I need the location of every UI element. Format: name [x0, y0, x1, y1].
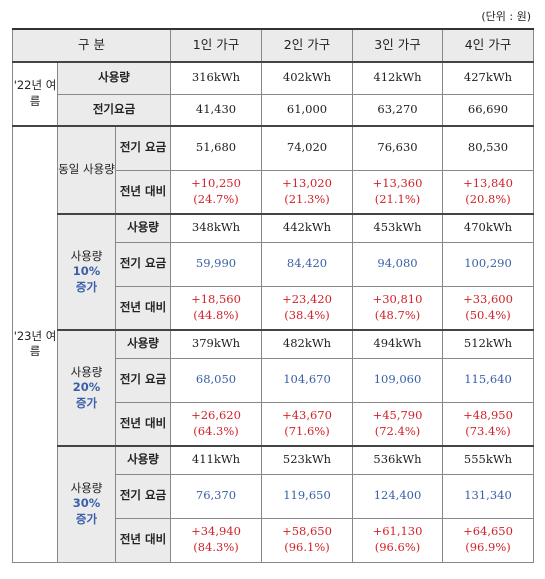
- inc30-diff-label: 전년 대비: [115, 517, 171, 563]
- inc20-usage-label: 사용량: [115, 329, 171, 359]
- inc30-diff-3: +61,130 (96.6%): [352, 517, 443, 563]
- inc10-bill-4: 100,290: [442, 241, 534, 287]
- same-bill-4: 80,530: [442, 125, 534, 171]
- inc30-bill-3: 124,400: [352, 473, 443, 519]
- same-diff-3: +13,360 (21.1%): [352, 169, 443, 215]
- same-bill-2: 74,020: [261, 125, 353, 171]
- y22-usage-4: 427kWh: [442, 61, 534, 95]
- y22-bill-2: 61,000: [261, 93, 353, 127]
- y22-year-label: '22년 여름: [12, 61, 58, 127]
- inc30-usage-label: 사용량: [115, 445, 171, 475]
- inc10-usage-1: 348kWh: [170, 213, 262, 243]
- same-diff-label: 전년 대비: [115, 169, 171, 215]
- header-4person: 4인 가구: [442, 28, 534, 63]
- inc30-group-label: 사용량 30% 증가: [57, 445, 116, 563]
- inc20-diff-1: +26,620 (64.3%): [170, 401, 262, 447]
- inc10-usage-2: 442kWh: [261, 213, 353, 243]
- header-category: 구 분: [12, 28, 171, 63]
- inc20-diff-4: +48,950 (73.4%): [442, 401, 534, 447]
- y22-usage-3: 412kWh: [352, 61, 443, 95]
- y22-bill-row: 전기요금 41,430 61,000 63,270 66,690: [13, 93, 534, 127]
- inc20-bill-3: 109,060: [352, 357, 443, 403]
- same-group-label: 동일 사용량: [57, 125, 116, 215]
- same-diff-1: +10,250 (24.7%): [170, 169, 262, 215]
- header-3person: 3인 가구: [352, 28, 443, 63]
- inc30-bill-4: 131,340: [442, 473, 534, 519]
- inc20-bill-label: 전기 요금: [115, 357, 171, 403]
- inc10-bill-3: 94,080: [352, 241, 443, 287]
- inc10-diff-1: +18,560 (44.8%): [170, 285, 262, 331]
- inc30-bill-label: 전기 요금: [115, 473, 171, 519]
- inc10-group-label: 사용량 10% 증가: [57, 213, 116, 331]
- same-bill-1: 51,680: [170, 125, 262, 171]
- inc10-diff-label: 전년 대비: [115, 285, 171, 331]
- same-bill-3: 76,630: [352, 125, 443, 171]
- y22-bill-3: 63,270: [352, 93, 443, 127]
- y22-bill-4: 66,690: [442, 93, 534, 127]
- inc30-diff-row: 전년 대비 +34,940 (84.3%) +58,650 (96.1%) +61,…: [13, 517, 534, 563]
- same-diff-4: +13,840 (20.8%): [442, 169, 534, 215]
- inc20-bill-2: 104,670: [261, 357, 353, 403]
- y22-bill-1: 41,430: [170, 93, 262, 127]
- same-diff-row: 전년 대비 +10,250 (24.7%) +13,020 (21.3%) +13,…: [13, 169, 534, 215]
- same-bill-label: 전기 요금: [115, 125, 171, 171]
- y22-usage-1: 316kWh: [170, 61, 262, 95]
- inc30-usage-4: 555kWh: [442, 445, 534, 475]
- inc30-usage-2: 523kWh: [261, 445, 353, 475]
- inc20-usage-2: 482kWh: [261, 329, 353, 359]
- same-diff-2: +13,020 (21.3%): [261, 169, 353, 215]
- unit-label: (단위 : 원): [481, 10, 531, 23]
- inc10-diff-3: +30,810 (48.7%): [352, 285, 443, 331]
- inc20-group-label: 사용량 20% 증가: [57, 329, 116, 447]
- inc10-usage-3: 453kWh: [352, 213, 443, 243]
- inc30-bill-row: 전기 요금 76,370 119,650 124,400 131,340: [13, 473, 534, 519]
- same-bill-row: '23년 여름 동일 사용량 전기 요금 51,680 74,020 76,63…: [12, 125, 534, 563]
- header-row: 구 분 1인 가구 2인 가구 3인 가구 4인 가구: [12, 28, 534, 63]
- inc20-bill-1: 68,050: [170, 357, 262, 403]
- inc10-diff-4: +33,600 (50.4%): [442, 285, 534, 331]
- y22-usage-2: 402kWh: [261, 61, 353, 95]
- y22-bill-label: 전기요금: [57, 93, 171, 127]
- inc30-diff-2: +58,650 (96.1%): [261, 517, 353, 563]
- header-1person: 1인 가구: [170, 28, 262, 63]
- inc10-diff-2: +23,420 (38.4%): [261, 285, 353, 331]
- inc20-bill-row: 전기 요금 68,050 104,670 109,060 115,640: [13, 357, 534, 403]
- electricity-bill-table: 구 분 1인 가구 2인 가구 3인 가구 4인 가구 '22년 여름 사용량 …: [12, 28, 534, 563]
- inc30-usage-row: 사용량 30% 증가 사용량 411kWh 523kWh 536kWh 555k…: [13, 445, 534, 563]
- y22-usage-label: 사용량: [57, 61, 171, 95]
- inc10-usage-label: 사용량: [115, 213, 171, 243]
- inc10-bill-1: 59,990: [170, 241, 262, 287]
- inc20-bill-4: 115,640: [442, 357, 534, 403]
- header-2person: 2인 가구: [261, 28, 353, 63]
- inc10-usage-row: 사용량 10% 증가 사용량 348kWh 442kWh 453kWh 470k…: [13, 213, 534, 331]
- inc10-bill-2: 84,420: [261, 241, 353, 287]
- inc30-bill-1: 76,370: [170, 473, 262, 519]
- inc10-usage-4: 470kWh: [442, 213, 534, 243]
- inc20-diff-row: 전년 대비 +26,620 (64.3%) +43,670 (71.6%) +45,…: [13, 401, 534, 447]
- inc20-usage-row: 사용량 20% 증가 사용량 379kWh 482kWh 494kWh 512k…: [13, 329, 534, 447]
- inc20-usage-4: 512kWh: [442, 329, 534, 359]
- y23-year-label: '23년 여름: [12, 125, 58, 563]
- inc10-diff-row: 전년 대비 +18,560 (44.8%) +23,420 (38.4%) +30,…: [13, 285, 534, 331]
- inc30-bill-2: 119,650: [261, 473, 353, 519]
- inc10-bill-row: 전기 요금 59,990 84,420 94,080 100,290: [13, 241, 534, 287]
- inc20-diff-3: +45,790 (72.4%): [352, 401, 443, 447]
- inc10-bill-label: 전기 요금: [115, 241, 171, 287]
- inc20-usage-1: 379kWh: [170, 329, 262, 359]
- y22-usage-row: '22년 여름 사용량 316kWh 402kWh 412kWh 427kWh: [12, 61, 534, 127]
- inc20-diff-label: 전년 대비: [115, 401, 171, 447]
- inc20-diff-2: +43,670 (71.6%): [261, 401, 353, 447]
- inc30-diff-4: +64,650 (96.9%): [442, 517, 534, 563]
- inc30-diff-1: +34,940 (84.3%): [170, 517, 262, 563]
- inc20-usage-3: 494kWh: [352, 329, 443, 359]
- inc30-usage-3: 536kWh: [352, 445, 443, 475]
- inc30-usage-1: 411kWh: [170, 445, 262, 475]
